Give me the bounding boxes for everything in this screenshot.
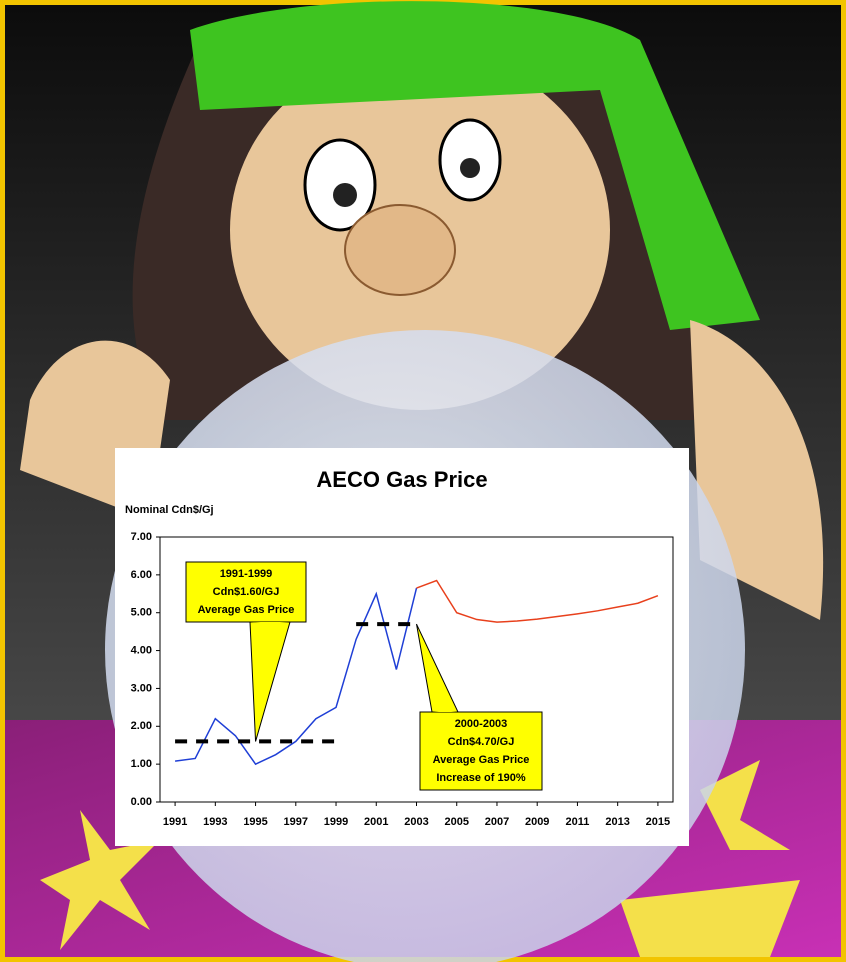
callout-text: 2000-2003 <box>455 718 508 730</box>
y-tick-label: 1.00 <box>131 758 152 770</box>
x-tick-label: 2007 <box>485 816 509 828</box>
y-tick-label: 2.00 <box>131 720 152 732</box>
chart-title: AECO Gas Price <box>316 467 487 492</box>
callout-text: Cdn$4.70/GJ <box>448 736 515 748</box>
callout-text: Average Gas Price <box>198 604 295 616</box>
x-tick-label: 2005 <box>444 816 468 828</box>
x-tick-label: 1999 <box>324 816 348 828</box>
y-tick-label: 7.00 <box>131 531 152 543</box>
x-tick-label: 1995 <box>243 816 267 828</box>
callout-text: 1991-1999 <box>220 568 273 580</box>
x-tick-label: 2013 <box>605 816 629 828</box>
callout-text: Cdn$1.60/GJ <box>213 586 280 598</box>
y-tick-label: 4.00 <box>131 644 152 656</box>
y-tick-label: 0.00 <box>131 796 152 808</box>
y-axis-label: Nominal Cdn$/Gj <box>125 504 214 516</box>
x-tick-label: 1993 <box>203 816 227 828</box>
x-tick-label: 2001 <box>364 816 388 828</box>
y-tick-label: 3.00 <box>131 682 152 694</box>
x-tick-label: 2009 <box>525 816 549 828</box>
callout-text: Increase of 190% <box>436 772 525 784</box>
page: AECO Gas Price Nominal Cdn$/Gj 0.00 1.00 2… <box>0 0 846 962</box>
x-tick-label: 2011 <box>566 816 590 828</box>
callout-text: Average Gas Price <box>433 754 530 766</box>
y-tick-label: 5.00 <box>131 607 152 619</box>
x-tick-label: 1991 <box>163 816 187 828</box>
x-tick-label: 2015 <box>646 816 670 828</box>
x-tick-label: 2003 <box>404 816 428 828</box>
x-tick-label: 1997 <box>284 816 308 828</box>
y-tick-label: 6.00 <box>131 569 152 581</box>
